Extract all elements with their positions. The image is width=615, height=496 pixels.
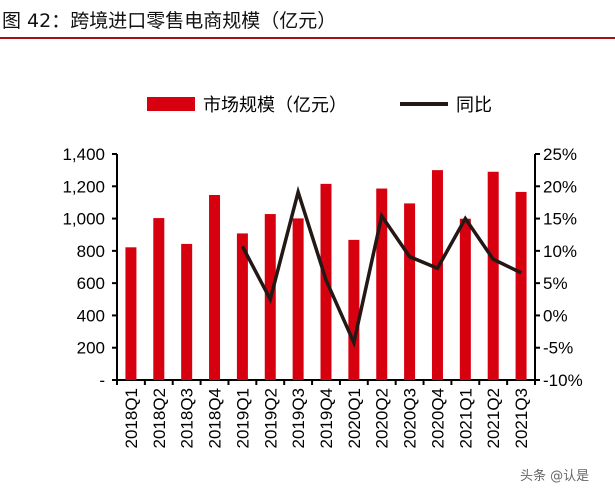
- left-tick-label: 1,000: [62, 210, 105, 229]
- right-tick-label: -5%: [543, 339, 573, 358]
- right-tick-label: 15%: [543, 210, 577, 229]
- bar-2018Q1: [125, 247, 137, 380]
- x-label-2020Q3: 2020Q3: [401, 388, 420, 449]
- x-label-2019Q3: 2019Q3: [289, 388, 308, 449]
- right-tick-label: 20%: [543, 177, 577, 196]
- left-tick-label: -: [99, 371, 105, 390]
- bar-2018Q2: [153, 218, 165, 380]
- x-label-2020Q2: 2020Q2: [373, 388, 392, 449]
- legend-label-line: 同比: [456, 95, 492, 116]
- x-label-2021Q2: 2021Q2: [484, 388, 503, 449]
- legend-swatch-bar: [147, 97, 195, 111]
- figure-title: 图 42：跨境进口零售电商规模（亿元）: [2, 10, 337, 32]
- x-label-2018Q4: 2018Q4: [206, 388, 225, 449]
- bar-2020Q3: [404, 203, 416, 380]
- right-tick-label: 5%: [543, 274, 568, 293]
- right-tick-label: 10%: [543, 242, 577, 261]
- bar-2018Q3: [181, 243, 193, 380]
- left-tick-label: 800: [77, 242, 105, 261]
- bar-2019Q1: [236, 233, 248, 380]
- bar-2018Q4: [209, 195, 221, 380]
- x-label-2020Q1: 2020Q1: [345, 388, 364, 449]
- right-tick-label: 0%: [543, 306, 568, 325]
- legend-label-bar: 市场规模（亿元）: [203, 95, 347, 116]
- x-label-2019Q4: 2019Q4: [317, 388, 336, 449]
- left-tick-label: 600: [77, 274, 105, 293]
- left-tick-label: 1,400: [62, 145, 105, 164]
- x-label-2018Q1: 2018Q1: [122, 388, 141, 449]
- x-label-2018Q2: 2018Q2: [150, 388, 169, 449]
- x-label-2020Q4: 2020Q4: [428, 388, 447, 449]
- right-tick-label: -10%: [543, 371, 583, 390]
- left-tick-label: 200: [77, 339, 105, 358]
- bar-2020Q2: [376, 188, 388, 380]
- x-label-2019Q1: 2019Q1: [233, 388, 252, 449]
- left-tick-label: 400: [77, 306, 105, 325]
- bar-2021Q2: [487, 171, 499, 380]
- x-label-2018Q3: 2018Q3: [178, 388, 197, 449]
- bar-2021Q1: [459, 218, 471, 380]
- bar-2020Q1: [348, 239, 360, 380]
- bar-2020Q4: [431, 170, 443, 380]
- left-tick-label: 1,200: [62, 177, 105, 196]
- x-label-2019Q2: 2019Q2: [261, 388, 280, 449]
- right-tick-label: 25%: [543, 145, 577, 164]
- legend: 市场规模（亿元） 同比: [147, 95, 492, 116]
- title-underline: [0, 37, 615, 39]
- bar-2021Q3: [515, 191, 527, 380]
- bar-2019Q3: [292, 218, 304, 380]
- x-label-2021Q1: 2021Q1: [456, 388, 475, 449]
- x-label-2021Q3: 2021Q3: [512, 388, 531, 449]
- watermark: 头条 @认是: [520, 469, 590, 484]
